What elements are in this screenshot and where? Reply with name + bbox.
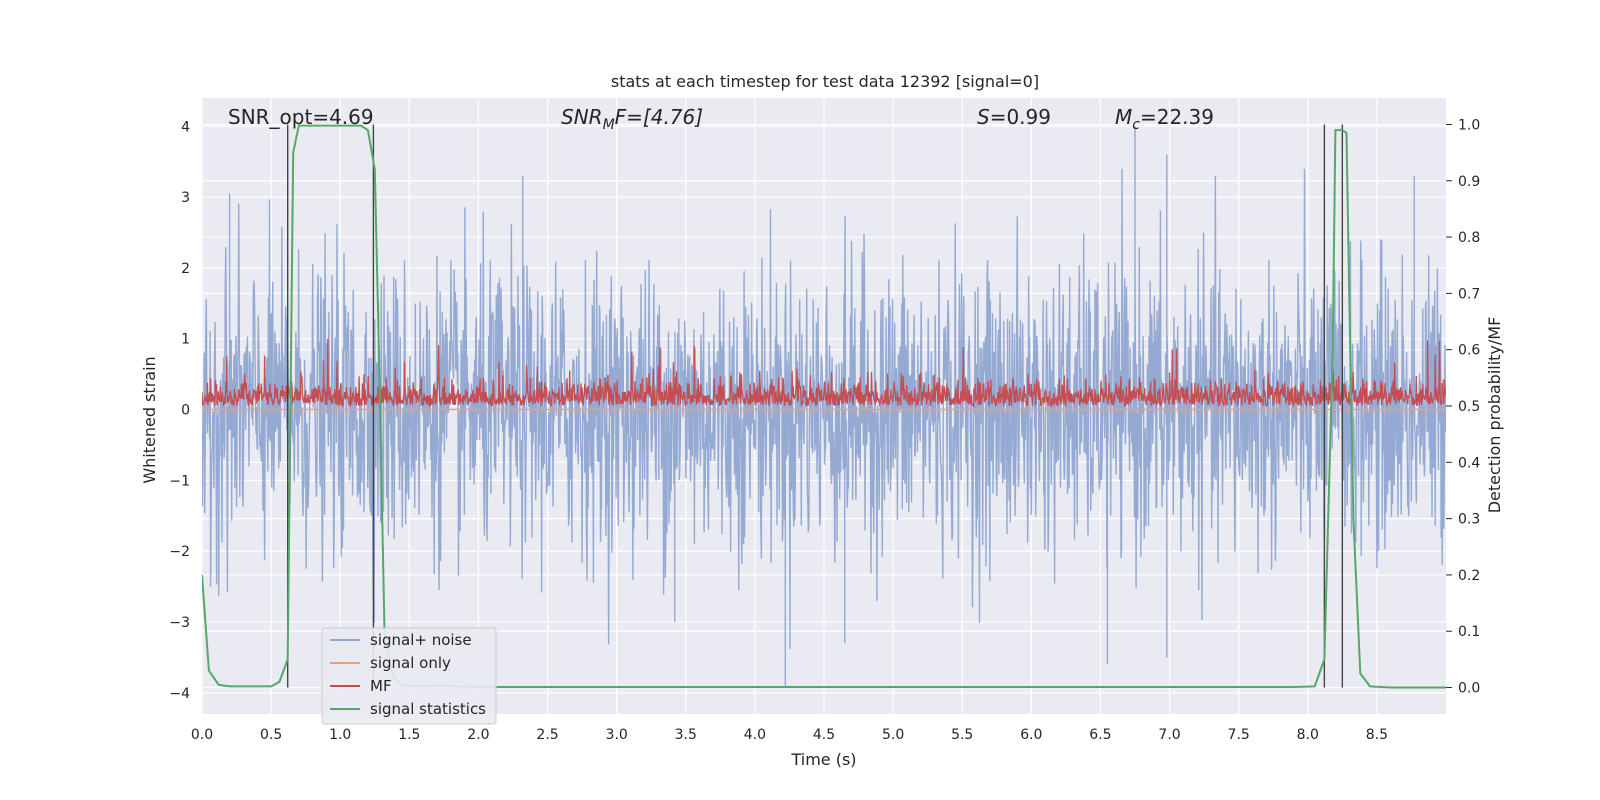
legend-entry: signal only: [330, 654, 451, 672]
legend-box: [321, 627, 497, 725]
legend-label: MF: [370, 677, 392, 695]
y-tick-label: 0: [181, 403, 190, 419]
x-tick-label: 8.5: [1366, 727, 1388, 743]
x-ticks: 0.0 0.5 1.0 1.5 2.0 2.5 3.0 3.5 4.0 4.5 5.0 5.5 6.0 6…: [191, 727, 1388, 743]
x-tick-label: 7.5: [1228, 727, 1250, 743]
y-axis-label: Whitened strain: [140, 356, 159, 483]
mc-annotation: Mc=22.39: [1115, 105, 1214, 133]
y2-tick-label: 1.0: [1458, 117, 1480, 133]
y2-tick-label: 0.7: [1458, 286, 1480, 302]
y-tick-label: 1: [181, 332, 190, 348]
y-tick-label: −4: [169, 686, 190, 702]
y2-tick-label: 0.5: [1458, 399, 1480, 415]
x-tick-label: 0.5: [260, 727, 282, 743]
snr-opt-annotation: SNR_opt=4.69: [228, 105, 374, 129]
y2-tick-label: 0.2: [1458, 568, 1480, 584]
x-tick-label: 1.5: [398, 727, 420, 743]
x-tick-label: 2.0: [467, 727, 489, 743]
mf-line: [202, 338, 1446, 409]
snr-mf-annotation: SNRMF=[4.76]: [561, 105, 703, 133]
x-axis-label: Time (s): [790, 750, 856, 769]
legend-entry: signal statistics: [330, 700, 486, 718]
mc-rest: =22.39: [1140, 105, 1214, 129]
snr-mf-sub: M: [603, 117, 615, 133]
y2-tick-label: 0.3: [1458, 512, 1480, 528]
x-tick-label: 6.0: [1020, 727, 1042, 743]
y2-tick-label: 0.4: [1458, 455, 1480, 471]
snr-mf-main: SNR: [561, 105, 603, 129]
y2-tick-label: 0.0: [1458, 681, 1480, 697]
legend-label: signal statistics: [370, 700, 486, 718]
y2-tick-label: 0.8: [1458, 230, 1480, 246]
y-tick-label: 3: [181, 190, 190, 206]
x-tick-label: 2.5: [536, 727, 558, 743]
y-ticks: −4 −3 −2 −1 0 1 2 3 4: [169, 119, 190, 701]
s-main: S: [977, 105, 990, 129]
x-tick-label: 4.5: [813, 727, 835, 743]
x-tick-label: 8.0: [1297, 727, 1319, 743]
legend-label: signal+ noise: [370, 631, 472, 649]
annotations: SNR_opt=4.69 SNRMF=[4.76] S=0.99 Mc=22.3…: [228, 105, 1214, 133]
y2-axis-label: Detection probability/MF: [1485, 317, 1504, 514]
chart-title: stats at each timestep for test data 123…: [611, 72, 1039, 91]
legend-label: signal only: [370, 654, 451, 672]
y-tick-label: 4: [181, 119, 190, 135]
y2-tick-label: 0.9: [1458, 174, 1480, 190]
legend: signal+ noise signal only MF signal stat…: [321, 627, 497, 725]
mc-main: M: [1115, 105, 1132, 129]
x-tick-label: 1.0: [329, 727, 351, 743]
x-tick-label: 3.5: [675, 727, 697, 743]
x-tick-label: 4.0: [744, 727, 766, 743]
s-rest: =0.99: [990, 105, 1051, 129]
s-annotation: S=0.99: [977, 105, 1051, 129]
y-tick-label: 2: [181, 261, 190, 277]
legend-entry: signal+ noise: [330, 631, 472, 649]
snr-mf-rest: F=[4.76]: [615, 105, 703, 129]
legend-entry: MF: [330, 677, 392, 695]
y2-tick-label: 0.6: [1458, 343, 1480, 359]
y-tick-label: −3: [169, 615, 190, 631]
x-tick-label: 6.5: [1089, 727, 1111, 743]
x-tick-label: 0.0: [191, 727, 213, 743]
x-tick-label: 3.0: [606, 727, 628, 743]
y-tick-label: −1: [169, 473, 190, 489]
mc-sub: c: [1132, 117, 1140, 133]
y2-tick-label: 0.1: [1458, 624, 1480, 640]
x-tick-label: 5.5: [951, 727, 973, 743]
x-tick-label: 7.0: [1158, 727, 1180, 743]
x-tick-label: 5.0: [882, 727, 904, 743]
y-tick-label: −2: [169, 544, 190, 560]
y2-ticks: 0.0 0.1 0.2 0.3 0.4 0.5 0.6 0.7 0.8 0.9 1.0: [1446, 117, 1480, 697]
